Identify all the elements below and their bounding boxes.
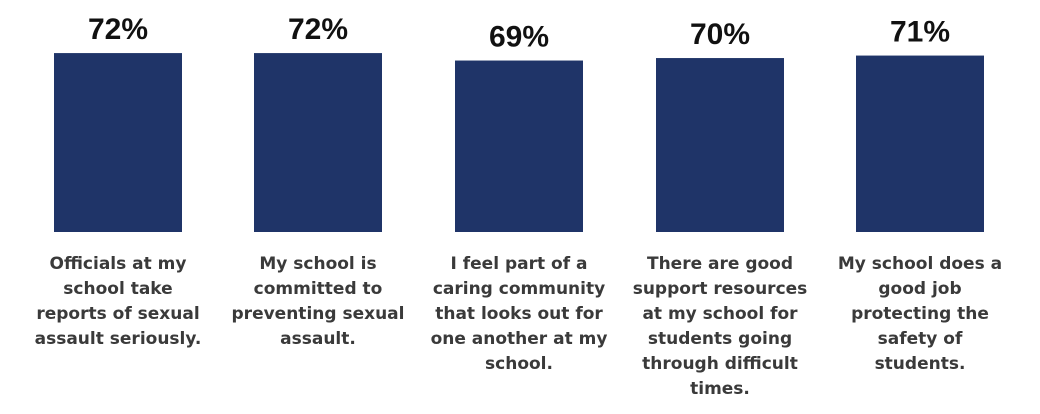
category-label-2: My school is committed to preventing sex… xyxy=(231,254,405,349)
bar-1 xyxy=(54,53,182,232)
bar-2 xyxy=(254,53,382,232)
bar-value-label-2: 72% xyxy=(288,13,348,46)
bar-5 xyxy=(856,55,984,232)
category-label-1: Officials at my school take reports of s… xyxy=(34,254,202,349)
bar-value-label-3: 69% xyxy=(489,21,549,54)
category-label-5: My school does a good job protecting the… xyxy=(837,254,1003,374)
category-label-4: There are good support resources at my s… xyxy=(632,254,808,399)
value-labels-group: 72% 72% 69% 70% 71% xyxy=(88,13,950,53)
bar-value-label-5: 71% xyxy=(890,16,950,49)
bar-3 xyxy=(455,60,583,232)
bar-4 xyxy=(656,58,784,232)
bars-group xyxy=(54,53,984,232)
category-label-3: I feel part of a caring community that l… xyxy=(430,254,608,374)
bar-value-label-1: 72% xyxy=(88,13,148,46)
bar-value-label-4: 70% xyxy=(690,18,750,51)
